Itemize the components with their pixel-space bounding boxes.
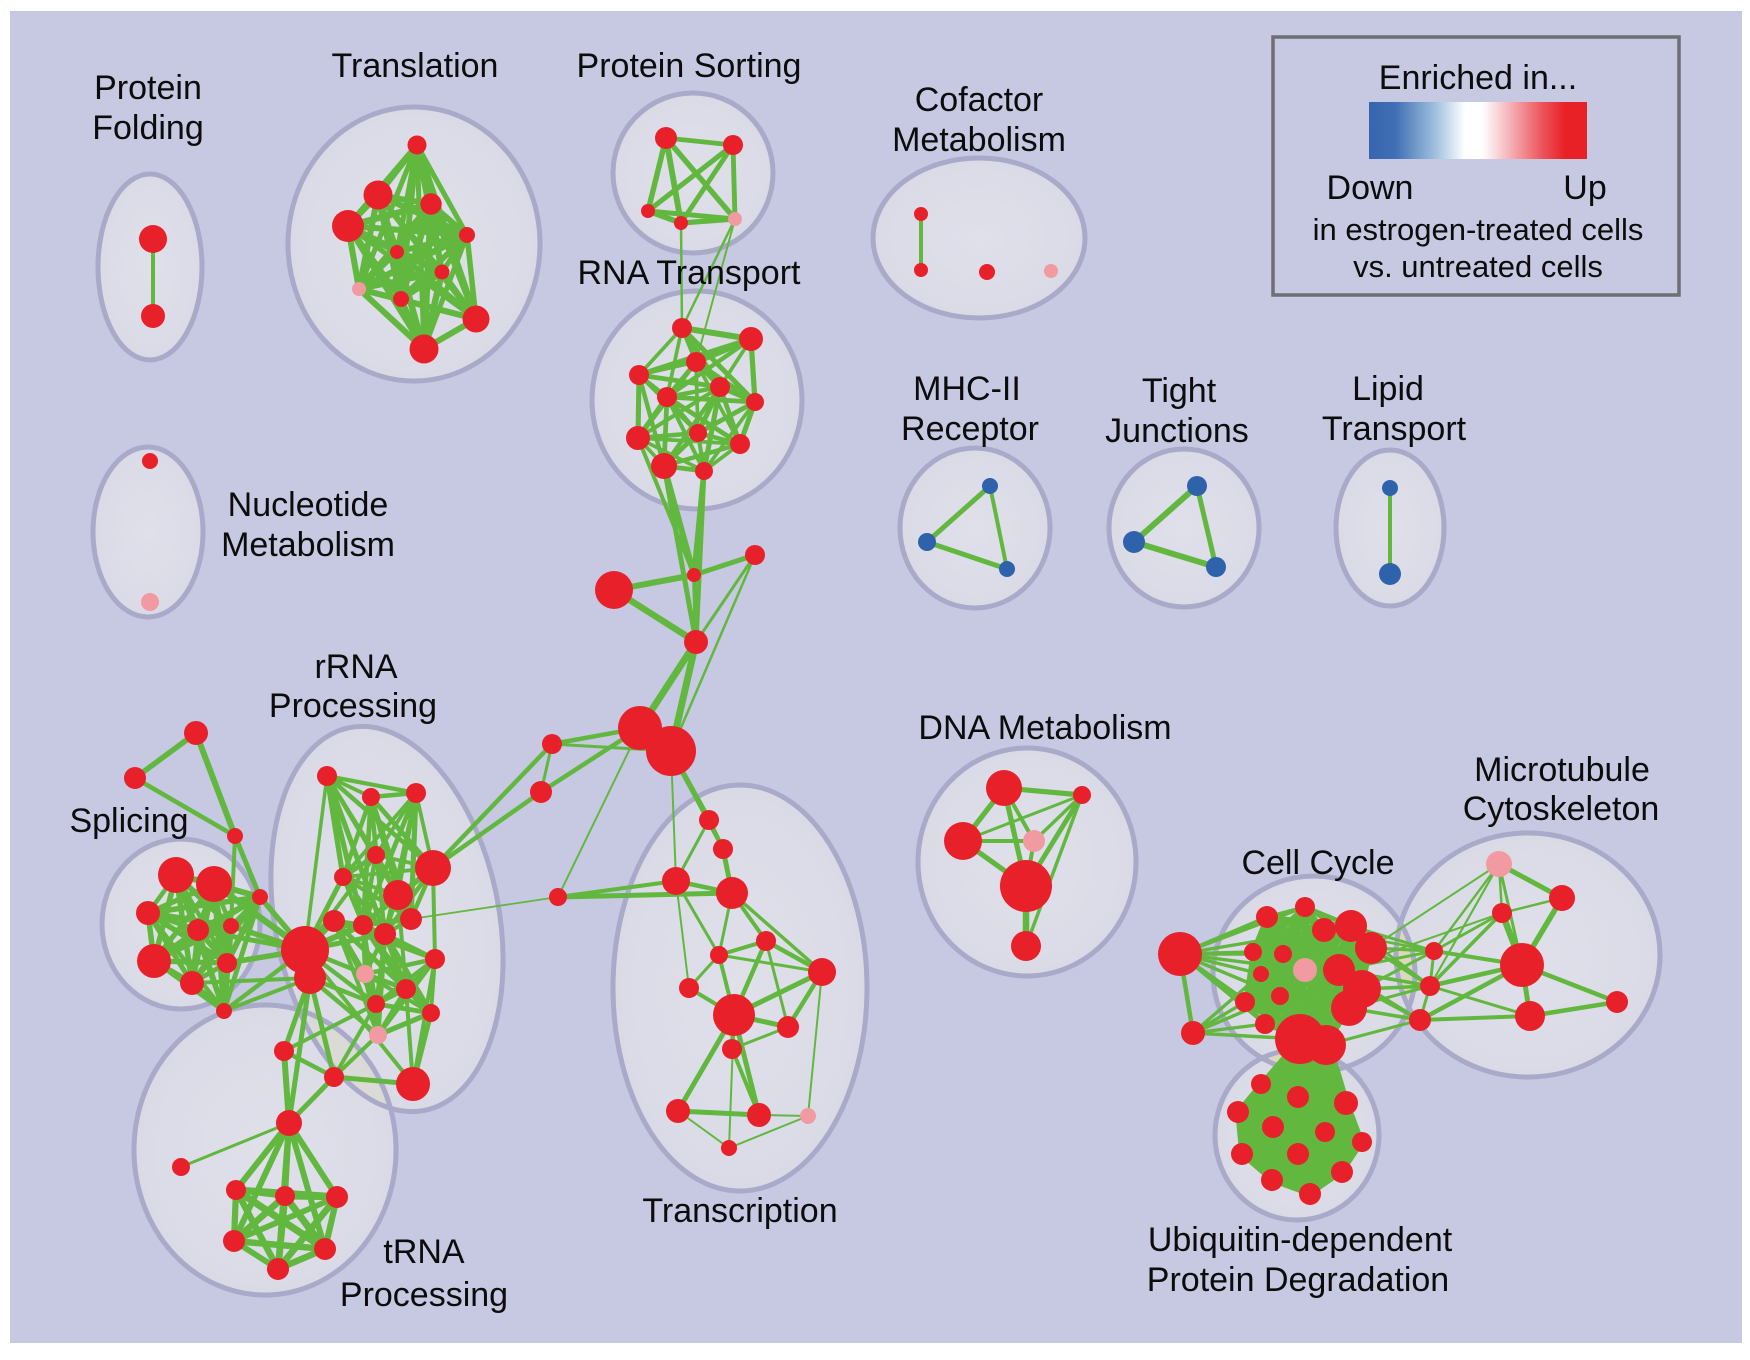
svg-text:RNA Transport: RNA Transport [578,254,802,292]
svg-text:Nucleotide: Nucleotide [228,486,389,524]
svg-text:Down: Down [1327,169,1414,207]
svg-text:Metabolism: Metabolism [221,526,395,564]
svg-text:Up: Up [1563,169,1606,207]
svg-text:Cell Cycle: Cell Cycle [1241,844,1394,882]
svg-text:Protein: Protein [94,69,202,107]
svg-text:DNA Metabolism: DNA Metabolism [918,709,1171,747]
svg-text:Junctions: Junctions [1105,412,1249,450]
svg-text:Microtubule: Microtubule [1474,751,1650,789]
svg-text:Splicing: Splicing [69,802,188,840]
svg-text:Ubiquitin-dependent: Ubiquitin-dependent [1148,1221,1453,1259]
svg-text:Protein Sorting: Protein Sorting [577,47,802,85]
svg-text:Metabolism: Metabolism [892,121,1066,159]
svg-text:Tight: Tight [1142,372,1217,410]
svg-text:Enriched in...: Enriched in... [1379,59,1577,97]
svg-text:Cytoskeleton: Cytoskeleton [1463,790,1660,828]
svg-text:Receptor: Receptor [901,410,1039,448]
svg-text:in estrogen-treated cells: in estrogen-treated cells [1313,212,1644,247]
svg-text:Cofactor: Cofactor [915,81,1044,119]
svg-text:vs. untreated cells: vs. untreated cells [1353,249,1603,284]
svg-text:Processing: Processing [269,687,437,725]
svg-text:Translation: Translation [332,47,499,85]
svg-text:Transcription: Transcription [642,1192,837,1230]
svg-text:MHC-II: MHC-II [913,370,1021,408]
svg-text:Lipid: Lipid [1352,370,1424,408]
svg-text:Transport: Transport [1322,410,1467,448]
svg-text:Protein Degradation: Protein Degradation [1147,1261,1449,1299]
svg-text:Processing: Processing [340,1276,508,1314]
svg-text:Folding: Folding [92,109,204,147]
svg-text:rRNA: rRNA [314,648,397,686]
svg-text:tRNA: tRNA [383,1233,465,1271]
